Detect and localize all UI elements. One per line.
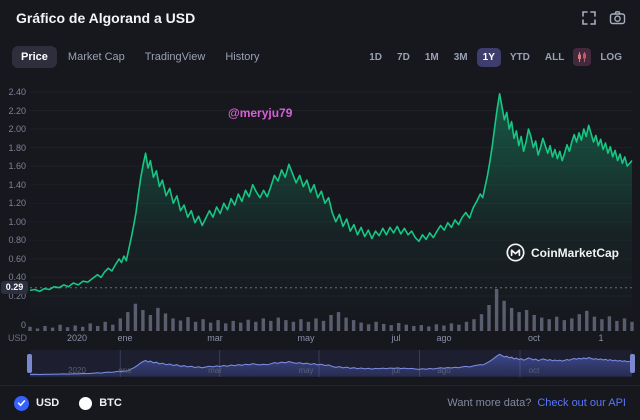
current-price-badge: 0.29 [1,281,28,294]
candlestick-chart-icon [578,52,587,62]
price-tick-label: 0.20 [8,291,26,301]
camera-icon [609,11,626,25]
volume-axis-zero: 0 [20,320,26,330]
api-link[interactable]: Check out our API [537,397,626,409]
range-1m[interactable]: 1M [419,48,445,67]
btc-toggle-label: BTC [99,397,122,409]
price-tick-label: 2.40 [8,87,26,97]
x-axis-label: mar [207,333,223,343]
fullscreen-icon [582,11,596,25]
navigator-handle-right[interactable] [630,354,635,373]
volume-pane[interactable] [30,300,632,332]
screenshot-button[interactable] [609,10,626,26]
price-tick-label: 1.20 [8,198,26,208]
range-selector: 1D 7D 1M 3M 1Y YTD ALL LOG [363,47,628,67]
header-actions [581,10,626,26]
candlestick-toggle-button[interactable] [573,48,592,66]
range-7d[interactable]: 7D [391,48,416,67]
tab-price[interactable]: Price [12,46,57,68]
navigator[interactable] [30,350,632,378]
chart-tabs: Price Market Cap TradingView History [12,46,269,68]
price-tick-label: 2.20 [8,106,26,116]
page-title: Gráfico de Algorand a USD [16,10,196,26]
usd-toggle-label: USD [36,397,60,409]
price-tick-label: 0.80 [8,235,26,245]
price-tick-label: 2.00 [8,124,26,134]
price-tick-label: 1.00 [8,217,26,227]
chart-footer: USD BTC Want more data? Check out our AP… [0,385,640,420]
x-axis-label: 1 [598,333,604,343]
btc-toggle[interactable]: BTC [79,396,122,410]
usd-toggle[interactable]: USD [14,395,60,411]
range-1d[interactable]: 1D [363,48,388,67]
tab-history[interactable]: History [216,46,268,68]
footer-promo: Want more data? Check out our API [447,397,626,409]
price-tick-label: 1.80 [8,143,26,153]
tab-tradingview[interactable]: TradingView [136,46,215,68]
more-data-text: Want more data? [447,397,532,409]
fullscreen-button[interactable] [581,10,597,26]
log-scale-button[interactable]: LOG [594,48,628,67]
axis-unit-label: USD [8,333,28,343]
usd-checked-icon [14,395,29,411]
x-axis-label: oct [527,333,541,343]
navigator-handle-left[interactable] [27,354,32,373]
range-all[interactable]: ALL [539,48,570,67]
x-axis-label: ago [436,333,452,343]
range-1y[interactable]: 1Y [476,47,501,67]
x-axis-label: jul [391,333,401,343]
range-ytd[interactable]: YTD [504,48,536,67]
price-tick-label: 1.40 [8,180,26,190]
price-chart-plot[interactable] [30,84,632,300]
x-axis-label: ene [117,333,133,343]
range-3m[interactable]: 3M [448,48,474,67]
btc-unchecked-icon [79,396,93,410]
x-axis-label: may [297,333,315,343]
price-tick-label: 1.60 [8,161,26,171]
tab-market-cap[interactable]: Market Cap [59,46,134,68]
x-axis-label: 2020 [66,333,88,343]
chart-toolbar: Price Market Cap TradingView History 1D 7D 1M… [12,44,628,70]
price-tick-label: 0.40 [8,272,26,282]
price-tick-label: 0.60 [8,254,26,264]
